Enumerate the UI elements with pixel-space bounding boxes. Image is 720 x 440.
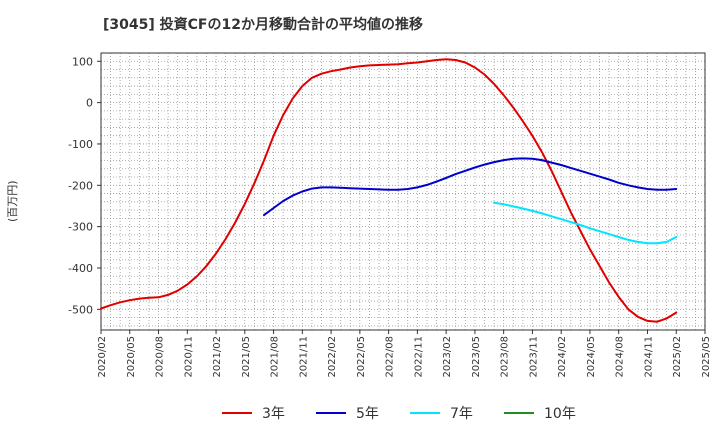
chart-legend: 3年 5年 7年 10年 — [222, 406, 576, 422]
y-tick-label: -500 — [68, 303, 93, 316]
series-line-3年 — [100, 58, 678, 323]
grid-lines — [101, 53, 705, 330]
legend-label-10年: 10年 — [544, 406, 576, 422]
y-tick-label: -100 — [68, 138, 93, 151]
x-tick-label: 2023/11 — [528, 336, 539, 378]
plot-frame — [100, 52, 706, 331]
x-tick-label: 2023/05 — [471, 336, 482, 378]
series-line-7年 — [493, 201, 678, 245]
x-tick-label: 2024/05 — [586, 336, 597, 378]
x-tick-label: 2022/05 — [356, 336, 367, 378]
x-tick-label: 2024/11 — [643, 336, 654, 378]
x-tick-label: 2021/11 — [298, 336, 309, 378]
x-tick-label: 2020/05 — [126, 336, 137, 378]
y-tick-label: -300 — [68, 221, 93, 234]
x-tick-label: 2020/11 — [183, 336, 194, 378]
x-tick-label: 2022/08 — [385, 336, 396, 378]
x-tick-label: 2023/02 — [442, 336, 453, 378]
x-tick-label: 2023/08 — [500, 336, 511, 378]
series-line-5年 — [263, 157, 678, 217]
legend-label-3年: 3年 — [262, 406, 285, 422]
x-tick-label: 2025/02 — [672, 336, 683, 378]
x-tick-label: 2024/02 — [557, 336, 568, 378]
y-tick-label: -400 — [68, 262, 93, 275]
x-tick-label: 2020/02 — [97, 336, 108, 378]
x-tick-label: 2021/02 — [212, 336, 223, 378]
plot-area — [101, 53, 705, 330]
chart-title: [3045] 投資CFの12か月移動合計の平均値の推移 — [103, 17, 423, 33]
x-tick-label: 2025/05 — [701, 336, 712, 378]
y-tick-label: 100 — [72, 55, 93, 68]
y-tick-label: 0 — [86, 97, 93, 110]
legend-label-5年: 5年 — [356, 406, 379, 422]
x-tick-label: 2021/05 — [241, 336, 252, 378]
legend-label-7年: 7年 — [450, 406, 473, 422]
x-tick-label: 2021/08 — [270, 336, 281, 378]
x-tick-label: 2020/08 — [155, 336, 166, 378]
x-tick-label: 2022/11 — [413, 336, 424, 378]
x-tick-label: 2024/08 — [615, 336, 626, 378]
x-tick-label: 2022/02 — [327, 336, 338, 378]
y-tick-label: -200 — [68, 179, 93, 192]
